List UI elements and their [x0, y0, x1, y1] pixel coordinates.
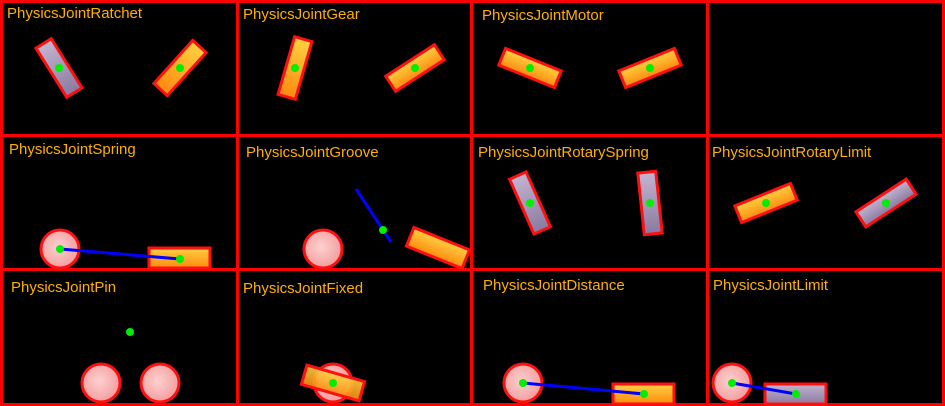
demo-title: PhysicsJointDistance — [483, 277, 625, 294]
motor-bodies — [496, 46, 684, 90]
anchor-point — [176, 255, 184, 263]
anchor-point — [176, 64, 184, 72]
anchor-point — [646, 199, 654, 207]
demo-title: PhysicsJointMotor — [482, 7, 604, 24]
anchor-point — [56, 245, 64, 253]
spring-joint-line — [59, 247, 181, 261]
anchor-point — [762, 199, 770, 207]
ball-body — [80, 362, 122, 404]
demo-title: PhysicsJointLimit — [713, 277, 829, 294]
limit-bodies — [711, 362, 828, 406]
demo-title: PhysicsJointRotarySpring — [478, 144, 649, 161]
anchor-point — [728, 379, 736, 387]
demo-title: PhysicsJointGear — [243, 6, 360, 23]
anchor-point — [329, 379, 337, 387]
pin-bodies — [80, 328, 181, 404]
distance-joint-line — [522, 381, 645, 396]
anchor-point — [646, 64, 654, 72]
anchor-point — [526, 64, 534, 72]
demo-title: PhysicsJointRatchet — [7, 5, 143, 22]
gear-bodies — [276, 34, 447, 102]
ball-body — [139, 362, 181, 404]
anchor-point — [882, 199, 890, 207]
limit-joint-line — [731, 381, 797, 396]
anchor-point — [411, 64, 419, 72]
orange-box-body — [404, 225, 472, 271]
groove-joint-line — [354, 188, 393, 243]
rotary-limit-bodies — [732, 177, 919, 229]
anchor-point — [126, 328, 134, 336]
groove-bodies — [302, 188, 472, 271]
fixed-bodies — [299, 362, 367, 404]
anchor-point — [526, 199, 534, 207]
demo-title: PhysicsJointFixed — [243, 280, 364, 297]
ball-body — [302, 228, 344, 270]
spring-bodies — [39, 228, 212, 270]
demo-title: PhysicsJointPin — [11, 279, 117, 296]
demo-title: PhysicsJointRotaryLimit — [712, 144, 872, 161]
demo-cell-ratchet[interactable]: PhysicsJointRatchet — [0, 0, 239, 137]
anchor-point — [379, 226, 387, 234]
ratchet-bodies — [33, 36, 209, 100]
anchor-point — [291, 64, 299, 72]
rotary-spring-bodies — [507, 169, 664, 237]
anchor-point — [792, 390, 800, 398]
demo-title: PhysicsJointSpring — [9, 141, 136, 158]
anchor-point — [55, 64, 63, 72]
anchor-point — [519, 379, 527, 387]
distance-bodies — [502, 362, 676, 406]
demo-title: PhysicsJointGroove — [246, 144, 379, 161]
anchor-point — [640, 390, 648, 398]
